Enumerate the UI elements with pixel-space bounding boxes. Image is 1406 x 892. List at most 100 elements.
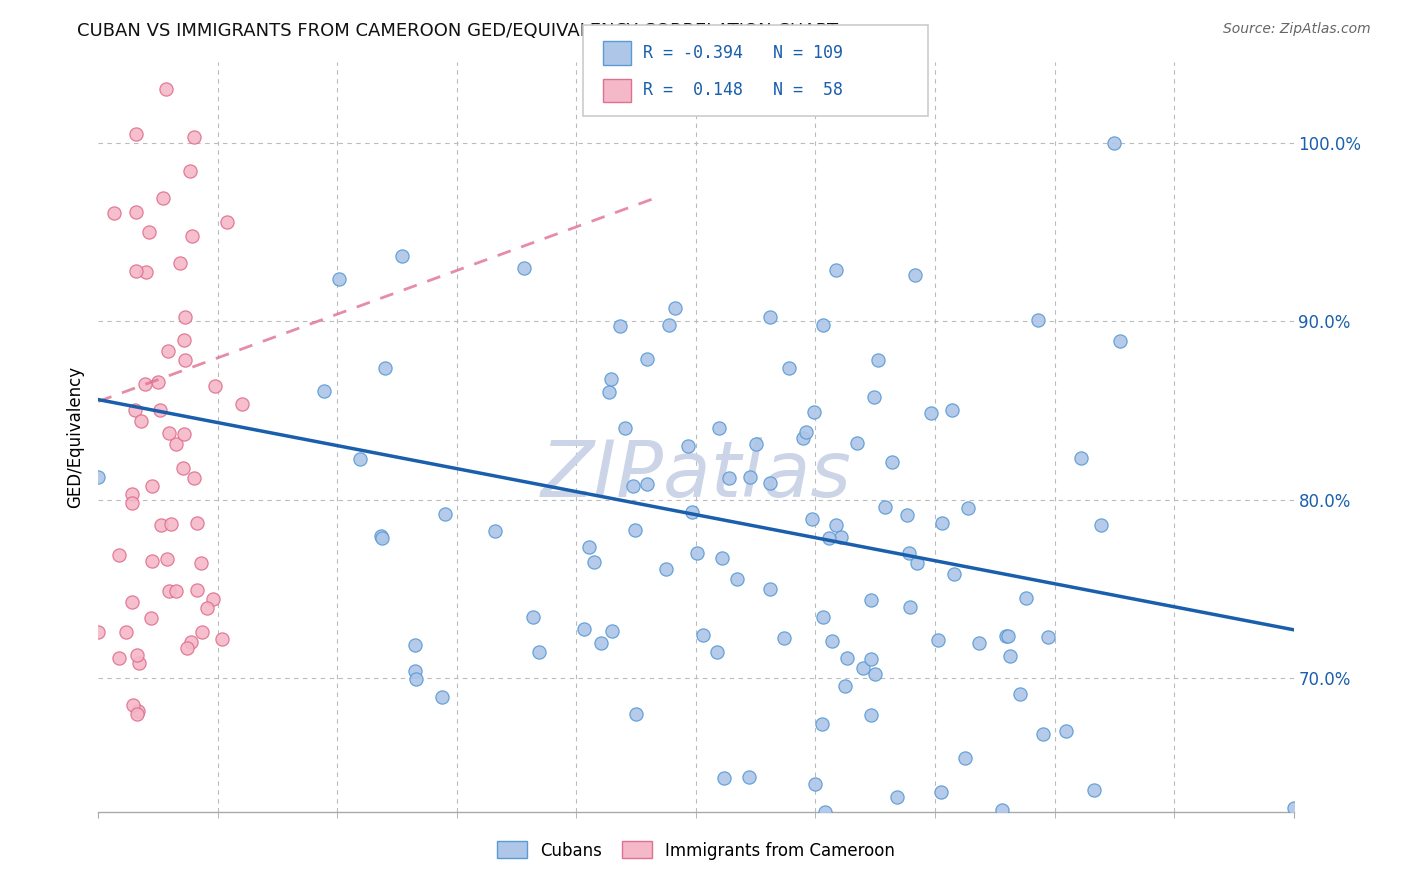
Point [1032,727,1054,741]
Point [169,256,191,270]
Point [190,556,212,570]
Point [125,706,148,721]
Point [121,486,143,500]
Point [156,343,179,358]
Point [920,406,942,420]
Point [211,632,233,646]
Point [148,375,170,389]
Point [600,624,623,638]
Point [904,268,927,283]
Point [681,505,703,519]
Point [621,479,644,493]
Point [125,264,148,278]
Point [998,648,1021,663]
Point [157,425,180,440]
Point [692,628,714,642]
Point [758,476,780,491]
Point [186,516,208,530]
Point [875,500,897,514]
Point [186,582,208,597]
Point [121,594,143,608]
Point [165,583,187,598]
Point [896,508,918,522]
Point [173,427,195,442]
Point [589,636,612,650]
Point [953,751,976,765]
Point [738,469,761,483]
Point [131,414,153,428]
Point [655,562,678,576]
Point [204,379,226,393]
Point [941,402,963,417]
Point [1282,801,1305,815]
Point [202,592,225,607]
Point [349,451,371,466]
Point [818,531,841,545]
Point [156,551,179,566]
Point [176,641,198,656]
Point [134,377,156,392]
Point [810,716,832,731]
Point [943,567,966,582]
Point [707,421,730,435]
Point [138,225,160,239]
Point [830,530,852,544]
Point [599,371,621,385]
Point [1036,630,1059,644]
Point [165,436,187,450]
Point [370,532,392,546]
Point [598,384,620,399]
Point [686,546,709,560]
Point [172,461,194,475]
Point [108,549,131,563]
Point [825,263,848,277]
Point [103,206,125,220]
Point [846,436,869,450]
Point [180,635,202,649]
Point [811,318,834,332]
Point [87,469,110,483]
Point [863,666,886,681]
Text: CUBAN VS IMMIGRANTS FROM CAMEROON GED/EQUIVALENCY CORRELATION CHART: CUBAN VS IMMIGRANTS FROM CAMEROON GED/EQ… [77,22,838,40]
Point [803,405,825,419]
Y-axis label: GED/Equivalency: GED/Equivalency [66,366,84,508]
Point [792,431,814,445]
Point [484,524,506,538]
Point [174,353,197,368]
Point [738,770,761,784]
Point [127,704,149,718]
Point [758,582,780,596]
Point [773,632,796,646]
Point [929,785,952,799]
Point [658,318,681,333]
Point [1015,591,1038,605]
Point [825,518,848,533]
Point [128,656,150,670]
Point [898,546,921,560]
Point [1054,724,1077,739]
Point [718,471,741,485]
Point [370,529,392,543]
Point [706,644,728,658]
Point [404,638,426,652]
Point [624,523,647,537]
Point [141,479,163,493]
Point [125,205,148,219]
Point [835,650,858,665]
Point [1104,136,1126,150]
Point [179,163,201,178]
Point [725,572,748,586]
Point [745,437,768,451]
Point [108,651,131,665]
Point [905,557,928,571]
Point [141,554,163,568]
Point [374,361,396,376]
Point [886,790,908,805]
Point [87,624,110,639]
Point [852,660,875,674]
Point [794,425,817,439]
Point [572,622,595,636]
Legend: Cubans, Immigrants from Cameroon: Cubans, Immigrants from Cameroon [496,841,896,860]
Point [522,610,544,624]
Point [125,127,148,141]
